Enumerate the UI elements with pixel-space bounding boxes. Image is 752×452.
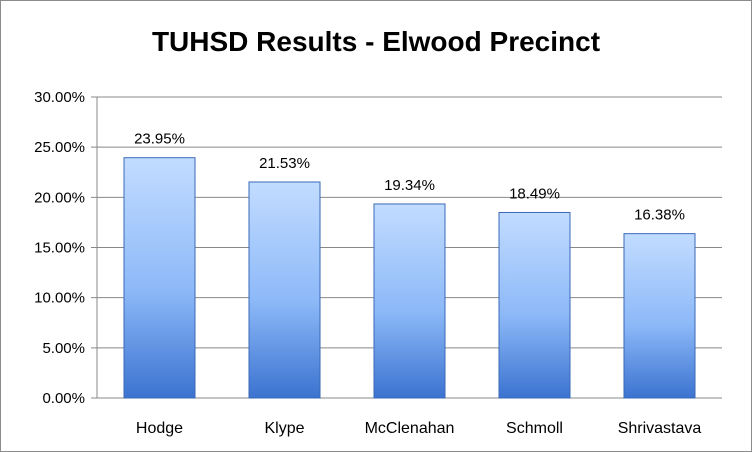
x-tick-label: Klype	[264, 420, 304, 437]
bar-hodge	[123, 157, 196, 399]
data-label: 23.95%	[134, 131, 185, 148]
y-tick-label: 5.00%	[42, 340, 85, 357]
bar-schmoll	[498, 211, 571, 399]
y-tick-label: 25.00%	[34, 139, 85, 156]
x-tick-label: Hodge	[136, 420, 183, 437]
x-tick-label: McClenahan	[365, 420, 455, 437]
data-label: 19.34%	[384, 177, 435, 194]
bars	[123, 157, 696, 399]
bar-mcclenahan	[373, 203, 446, 399]
data-label: 16.38%	[634, 207, 685, 224]
y-tick-label: 10.00%	[34, 290, 85, 307]
chart-title: TUHSD Results - Elwood Precinct	[151, 26, 601, 57]
bar-shrivastava	[623, 233, 696, 399]
y-tick-label: 15.00%	[34, 240, 85, 257]
data-label: 18.49%	[509, 185, 560, 202]
x-tick-label: Shrivastava	[618, 420, 702, 437]
y-tick-label: 20.00%	[34, 189, 85, 206]
bar-klype	[248, 181, 321, 399]
axes: 0.00% 5.00% 10.00% 15.00% 20.00% 25.00% 30.00%	[34, 89, 98, 407]
y-tick-label: 0.00%	[42, 390, 85, 407]
y-tick-label: 30.00%	[34, 89, 85, 106]
x-tick-label: Schmoll	[506, 420, 563, 437]
labels: 23.95% Hodge 21.53% Klype 19.34% McClenahan 18…	[134, 131, 701, 437]
data-label: 21.53%	[259, 155, 310, 172]
